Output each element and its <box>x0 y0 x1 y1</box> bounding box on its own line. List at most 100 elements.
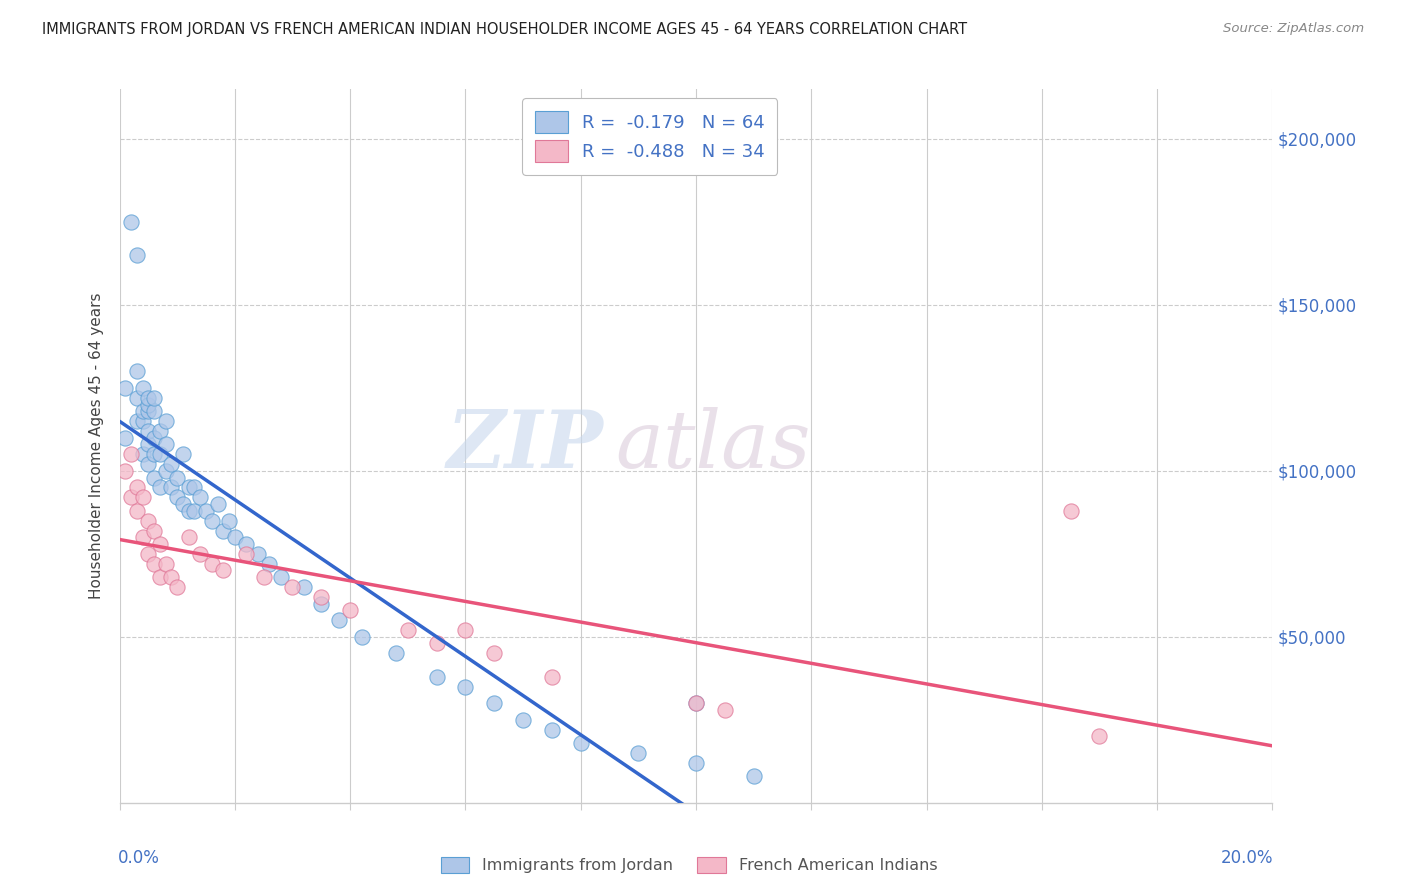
Point <box>385 647 408 661</box>
Point <box>138 404 160 418</box>
Point <box>114 464 136 478</box>
Point <box>143 391 166 405</box>
Point <box>259 557 281 571</box>
Point <box>188 491 211 505</box>
Point <box>160 457 183 471</box>
Point <box>339 603 361 617</box>
Point <box>138 424 160 438</box>
Point <box>685 696 707 710</box>
Point <box>396 624 419 638</box>
Point <box>138 547 160 561</box>
Point <box>155 557 177 571</box>
Point <box>114 381 136 395</box>
Point <box>149 570 172 584</box>
Point <box>120 491 142 505</box>
Text: Source: ZipAtlas.com: Source: ZipAtlas.com <box>1223 22 1364 36</box>
Point <box>292 580 315 594</box>
Point <box>120 215 142 229</box>
Point <box>207 497 229 511</box>
Text: 0.0%: 0.0% <box>118 849 160 867</box>
Point <box>177 504 200 518</box>
Point <box>131 414 153 428</box>
Point <box>1060 504 1083 518</box>
Point <box>194 504 217 518</box>
Point <box>125 481 148 495</box>
Point <box>218 514 240 528</box>
Point <box>166 491 188 505</box>
Point <box>125 248 148 262</box>
Point <box>143 557 166 571</box>
Point <box>224 530 246 544</box>
Point <box>131 530 153 544</box>
Point <box>540 670 562 684</box>
Point <box>425 670 447 684</box>
Point <box>155 437 177 451</box>
Point <box>143 447 166 461</box>
Point <box>713 703 737 717</box>
Point <box>138 457 160 471</box>
Point <box>183 481 205 495</box>
Legend: R =  -0.179   N = 64, R =  -0.488   N = 34: R = -0.179 N = 64, R = -0.488 N = 34 <box>523 98 778 175</box>
Legend: Immigrants from Jordan, French American Indians: Immigrants from Jordan, French American … <box>434 850 943 880</box>
Point <box>138 437 160 451</box>
Point <box>125 504 148 518</box>
Point <box>149 424 172 438</box>
Point <box>120 447 142 461</box>
Point <box>484 647 506 661</box>
Point <box>143 404 166 418</box>
Point <box>627 746 650 760</box>
Point <box>309 597 333 611</box>
Point <box>125 391 148 405</box>
Point <box>685 696 707 710</box>
Point <box>125 414 148 428</box>
Text: IMMIGRANTS FROM JORDAN VS FRENCH AMERICAN INDIAN HOUSEHOLDER INCOME AGES 45 - 64: IMMIGRANTS FROM JORDAN VS FRENCH AMERICA… <box>42 22 967 37</box>
Point <box>183 504 205 518</box>
Point <box>235 547 257 561</box>
Point <box>281 580 304 594</box>
Point <box>425 636 447 650</box>
Point <box>350 630 373 644</box>
Point <box>172 497 194 511</box>
Point <box>138 391 160 405</box>
Point <box>454 680 477 694</box>
Point <box>143 431 166 445</box>
Point <box>270 570 292 584</box>
Point <box>149 447 172 461</box>
Point <box>125 364 148 378</box>
Point <box>201 514 224 528</box>
Point <box>138 514 160 528</box>
Point <box>131 404 153 418</box>
Point <box>177 481 200 495</box>
Point <box>131 447 153 461</box>
Text: atlas: atlas <box>616 408 811 484</box>
Point <box>143 470 166 484</box>
Point <box>309 590 333 604</box>
Point <box>235 537 257 551</box>
Point <box>149 537 172 551</box>
Point <box>685 756 707 770</box>
Point <box>160 481 183 495</box>
Point <box>177 530 200 544</box>
Point <box>166 470 188 484</box>
Point <box>212 564 235 578</box>
Point <box>155 414 177 428</box>
Point <box>540 723 562 737</box>
Point <box>166 580 188 594</box>
Point <box>454 624 477 638</box>
Point <box>253 570 276 584</box>
Point <box>201 557 224 571</box>
Point <box>188 547 211 561</box>
Point <box>114 431 136 445</box>
Point <box>143 524 166 538</box>
Point <box>212 524 235 538</box>
Point <box>742 769 765 783</box>
Point <box>484 696 506 710</box>
Point <box>328 613 350 627</box>
Text: 20.0%: 20.0% <box>1220 849 1274 867</box>
Y-axis label: Householder Income Ages 45 - 64 years: Householder Income Ages 45 - 64 years <box>89 293 104 599</box>
Point <box>131 381 153 395</box>
Point <box>155 464 177 478</box>
Point <box>246 547 269 561</box>
Point <box>172 447 194 461</box>
Point <box>138 397 160 411</box>
